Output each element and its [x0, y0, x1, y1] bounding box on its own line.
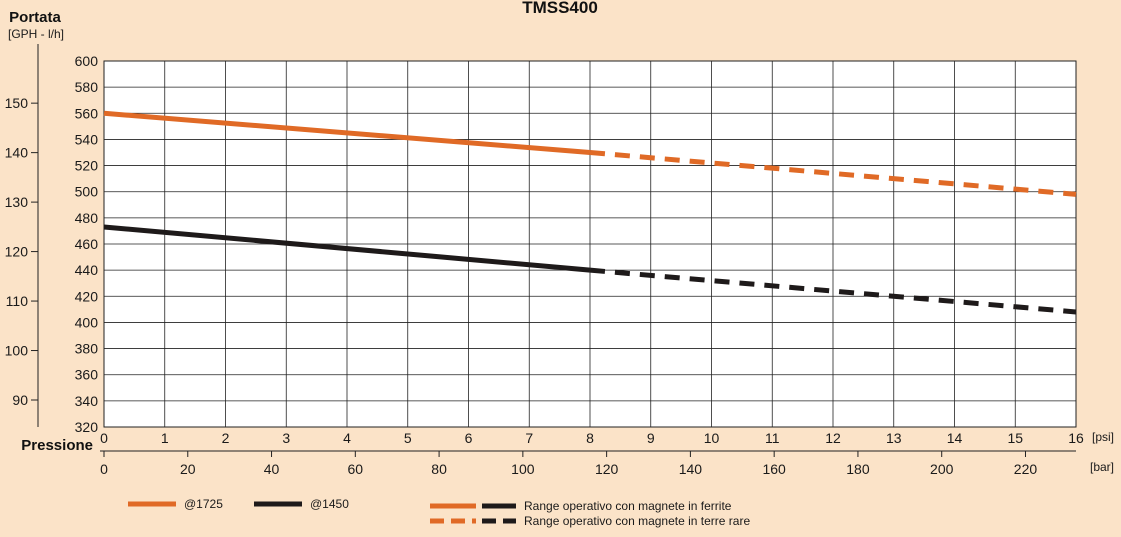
x-tick-label-psi: 9: [647, 430, 655, 446]
y-tick-label-lh: 560: [75, 105, 99, 121]
x-tick-label-psi: 2: [222, 430, 230, 446]
y-tick-label-lh: 340: [75, 393, 99, 409]
series-1450-line: [103, 224, 591, 273]
legend-label-1450: @1450: [310, 497, 349, 511]
x-tick-label-psi: 6: [465, 430, 473, 446]
x-units-psi: [psi]: [1092, 430, 1114, 444]
x-units-bar: [bar]: [1090, 460, 1114, 474]
x-tick-label-bar: 60: [348, 461, 364, 477]
y-tick-label-lh: 600: [75, 53, 99, 69]
x-tick-label-bar: 220: [1014, 461, 1038, 477]
y-tick-label-lh: 480: [75, 210, 99, 226]
x-axis-label: Pressione: [21, 437, 93, 454]
y-axis-units: [GPH - l/h]: [8, 27, 64, 41]
y-tick-label-gph: 100: [5, 343, 29, 359]
x-tick-label-bar: 0: [100, 461, 108, 477]
y-tick-label-lh: 460: [75, 236, 99, 252]
y-tick-label-lh: 540: [75, 131, 99, 147]
legend: @1725 @1450 Range operativo con magnete …: [128, 497, 750, 528]
x-tick-label-bar: 80: [431, 461, 447, 477]
y-tick-label-lh: 400: [75, 314, 99, 330]
x-tick-label-bar: 100: [511, 461, 535, 477]
x-tick-label-psi: 16: [1068, 430, 1084, 446]
y-axis-label: Portata: [9, 9, 61, 26]
y-tick-label-gph: 130: [5, 194, 29, 210]
series-1450-dashed-line: [589, 267, 1077, 315]
x-tick-label-bar: 120: [595, 461, 619, 477]
x-tick-label-psi: 7: [525, 430, 533, 446]
x-tick-label-psi: 0: [100, 430, 108, 446]
x-tick-label-psi: 8: [586, 430, 594, 446]
y-tick-label-gph: 140: [5, 145, 29, 161]
y-tick-label-gph: 90: [12, 392, 28, 408]
legend-solid-label: Range operativo con magnete in ferrite: [524, 499, 732, 513]
grid: [103, 60, 1077, 428]
x-tick-label-psi: 12: [825, 430, 841, 446]
chart-title: TMSS400: [522, 0, 598, 17]
series-1725-line: [103, 110, 591, 155]
series-1725-dashed-line: [589, 150, 1077, 197]
legend-label-1725: @1725: [184, 497, 223, 511]
x-tick-label-bar: 180: [846, 461, 870, 477]
y-tick-label-gph: 120: [5, 244, 29, 260]
axes: 0 1 2 3 4 5 6 7 8 9 10 11 12 13 14 15 163203403603804004…: [5, 44, 1084, 477]
y-tick-label-lh: 440: [75, 262, 99, 278]
y-tick-label-gph: 150: [5, 95, 29, 111]
x-tick-label-psi: 10: [704, 430, 720, 446]
x-tick-label-bar: 200: [930, 461, 954, 477]
y-tick-label-lh: 500: [75, 184, 99, 200]
x-tick-label-psi: 5: [404, 430, 412, 446]
x-tick-label-bar: 40: [264, 461, 280, 477]
series: [103, 110, 1077, 315]
x-tick-label-psi: 13: [886, 430, 902, 446]
x-tick-label-psi: 1: [161, 430, 169, 446]
y-tick-label-gph: 110: [6, 293, 29, 309]
x-tick-label-bar: 20: [180, 461, 196, 477]
x-tick-label-psi: 4: [343, 430, 351, 446]
x-tick-label-bar: 160: [762, 461, 786, 477]
y-tick-label-lh: 320: [75, 419, 99, 435]
y-tick-label-lh: 360: [75, 367, 99, 383]
y-tick-label-lh: 580: [75, 79, 99, 95]
y-tick-label-lh: 380: [75, 341, 99, 357]
x-tick-label-psi: 3: [282, 430, 290, 446]
x-tick-label-psi: 14: [947, 430, 963, 446]
x-tick-label-bar: 140: [679, 461, 703, 477]
y-tick-label-lh: 420: [75, 288, 99, 304]
legend-dashed-label: Range operativo con magnete in terre rar…: [524, 514, 750, 528]
x-tick-label-psi: 15: [1007, 430, 1023, 446]
y-tick-label-lh: 520: [75, 158, 99, 174]
x-tick-label-psi: 11: [765, 430, 780, 446]
